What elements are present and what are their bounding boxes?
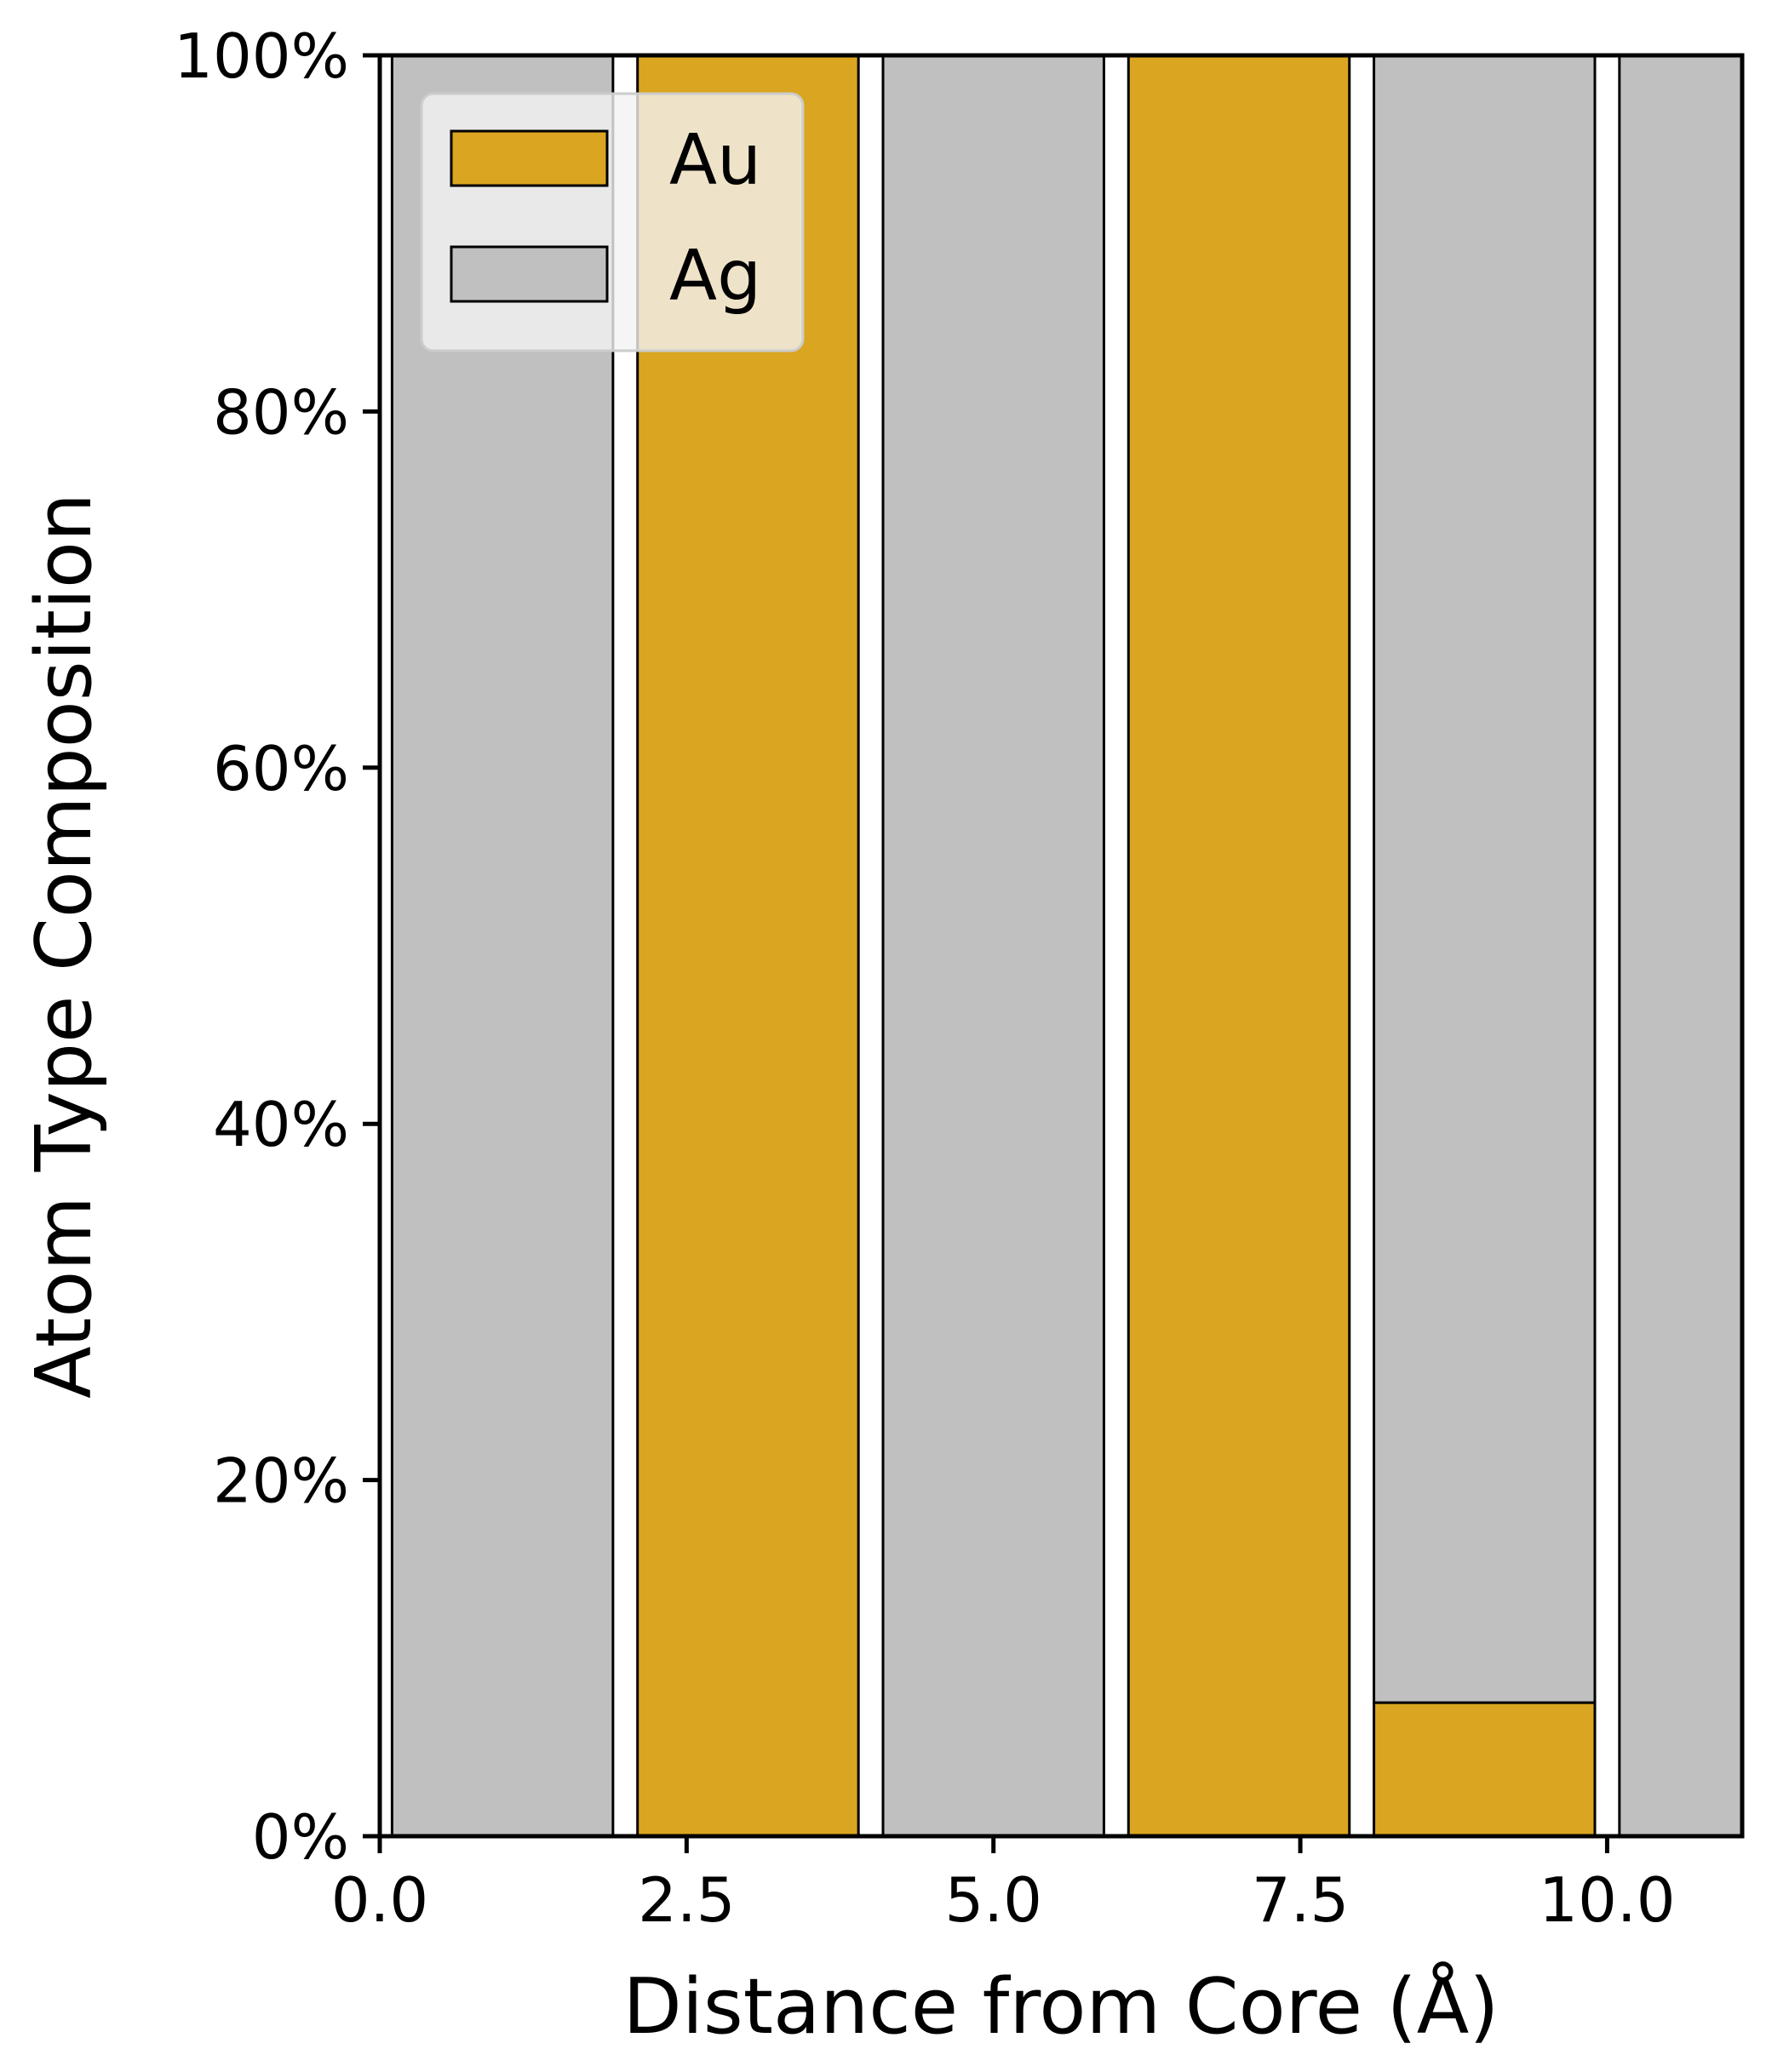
y-tick-label: 80% (213, 376, 349, 448)
x-tick-label: 0.0 (331, 1864, 429, 1936)
x-tick-label: 7.5 (1252, 1864, 1350, 1936)
x-tick-label: 10.0 (1539, 1864, 1675, 1936)
x-tick-label: 5.0 (944, 1864, 1042, 1936)
legend-swatch-au (450, 129, 609, 187)
bar-ag-0 (390, 55, 615, 1836)
y-tick-label: 40% (213, 1089, 349, 1160)
y-tick-label: 60% (213, 733, 349, 804)
x-axis-ticks: 0.0 2.5 5.0 7.5 10.0 (331, 1836, 1676, 1936)
y-axis-label: Atom Type Composition (20, 493, 109, 1399)
y-tick-label: 20% (213, 1445, 349, 1517)
legend: Au Ag (420, 92, 805, 352)
x-axis-label: Distance from Core (Å) (623, 1960, 1499, 2052)
bars-group (390, 55, 1742, 1836)
plot-frame (377, 53, 1745, 1839)
legend-label-ag: Ag (669, 236, 761, 317)
bar-ag-4 (1373, 55, 1597, 1704)
legend-swatch-ag (450, 245, 609, 303)
bar-au-3 (1127, 55, 1351, 1836)
y-axis-ticks: 0% 20% 40% 60% 80% 100% (174, 20, 380, 1873)
bar-ag-5 (1618, 55, 1742, 1836)
y-tick-label: 0% (252, 1801, 349, 1873)
x-tick-label: 2.5 (638, 1864, 736, 1936)
bar-ag-2 (881, 55, 1105, 1836)
bar-au-4 (1373, 1701, 1597, 1836)
bar-au-1 (636, 55, 860, 1836)
legend-label-au: Au (669, 120, 761, 201)
y-tick-label: 100% (174, 20, 349, 92)
